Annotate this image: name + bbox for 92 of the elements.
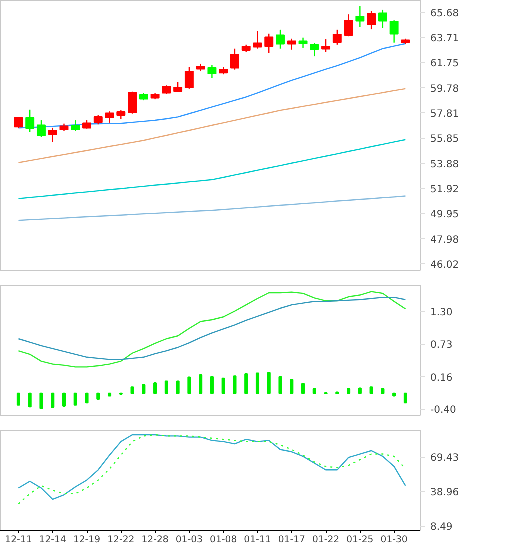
bar bbox=[222, 378, 226, 394]
y-tick-label: 55.85 bbox=[430, 134, 460, 146]
bar bbox=[312, 388, 316, 394]
candlestick bbox=[310, 42, 320, 58]
bar bbox=[108, 392, 112, 397]
candlestick bbox=[287, 38, 296, 50]
bar bbox=[256, 372, 260, 394]
candlestick bbox=[367, 10, 376, 30]
bar bbox=[290, 379, 294, 394]
y-tick-label: 65.68 bbox=[430, 8, 460, 20]
candlestick bbox=[253, 30, 262, 50]
candlestick bbox=[14, 116, 24, 129]
bar bbox=[96, 392, 100, 400]
x-tick-label: 01-03 bbox=[176, 534, 204, 546]
line-series bbox=[18, 296, 406, 360]
bar bbox=[267, 372, 271, 394]
y-tick-label: -0.40 bbox=[430, 405, 456, 416]
bar bbox=[199, 374, 203, 394]
x-tick-label: 12-14 bbox=[39, 534, 66, 546]
bar bbox=[16, 392, 20, 406]
line-series bbox=[18, 139, 406, 200]
y-tick-label: 49.95 bbox=[430, 210, 460, 221]
line-series bbox=[18, 291, 406, 368]
y-tick-label: 61.75 bbox=[430, 58, 460, 70]
x-tick-label: 01-30 bbox=[380, 534, 408, 546]
candlestick bbox=[184, 66, 194, 90]
candlestick bbox=[264, 33, 274, 54]
bar bbox=[40, 392, 44, 410]
x-tick-label: 12-22 bbox=[108, 534, 135, 546]
bar bbox=[301, 383, 306, 394]
y-tick-label: 46.02 bbox=[430, 260, 460, 271]
bar bbox=[381, 388, 385, 394]
candlestick bbox=[356, 6, 365, 28]
bar bbox=[142, 384, 146, 394]
bar bbox=[130, 386, 134, 394]
bar bbox=[210, 376, 214, 394]
x-tick-label: 01-25 bbox=[346, 534, 374, 546]
bar bbox=[51, 392, 55, 408]
candlestick bbox=[230, 48, 240, 70]
bar bbox=[347, 388, 351, 394]
candlestick bbox=[276, 29, 285, 50]
x-tick-label: 12-28 bbox=[142, 534, 169, 546]
x-tick-label: 01-22 bbox=[312, 534, 340, 546]
candlestick bbox=[298, 37, 308, 49]
x-tick-label: 01-08 bbox=[210, 534, 238, 546]
bar bbox=[404, 392, 408, 404]
candlestick bbox=[94, 114, 103, 126]
candlestick bbox=[105, 110, 114, 124]
candlestick bbox=[36, 120, 46, 138]
y-tick-label: 69.43 bbox=[430, 453, 460, 464]
bar bbox=[188, 376, 192, 394]
bar bbox=[74, 392, 78, 406]
y-tick-label: 0.73 bbox=[430, 340, 453, 352]
candlestick bbox=[26, 109, 35, 133]
x-tick-label: 12-11 bbox=[5, 534, 32, 546]
bar bbox=[278, 376, 282, 394]
bar bbox=[85, 392, 89, 404]
bar bbox=[233, 376, 237, 394]
x-tick-label: 12-19 bbox=[73, 534, 101, 546]
bar bbox=[392, 392, 396, 397]
y-tick-label: 57.81 bbox=[430, 108, 460, 120]
bar bbox=[358, 388, 362, 394]
y-tick-label: 8.49 bbox=[430, 522, 453, 534]
line-series bbox=[18, 88, 406, 164]
y-tick-label: 53.88 bbox=[430, 159, 460, 170]
y-tick-label: 47.98 bbox=[430, 234, 460, 246]
candlestick bbox=[390, 20, 399, 44]
y-tick-label: 38.96 bbox=[430, 488, 460, 499]
bar bbox=[154, 382, 158, 394]
candlestick bbox=[322, 38, 331, 53]
bar bbox=[28, 392, 32, 408]
candlestick bbox=[71, 120, 80, 132]
y-tick-label: 59.78 bbox=[430, 84, 460, 95]
x-tick-label: 01-17 bbox=[278, 534, 306, 546]
bar bbox=[370, 386, 374, 394]
bar bbox=[62, 392, 66, 408]
candlestick bbox=[48, 127, 58, 143]
y-tick-label: 1.30 bbox=[430, 307, 453, 318]
x-tick-label: 01-11 bbox=[244, 534, 272, 546]
candlestick bbox=[332, 29, 342, 46]
candlestick bbox=[378, 9, 388, 29]
y-tick-label: 63.71 bbox=[430, 33, 460, 44]
line-series bbox=[18, 196, 406, 222]
candlestick bbox=[128, 91, 138, 114]
candlestick bbox=[174, 82, 183, 94]
y-tick-label: 0.16 bbox=[430, 372, 453, 384]
bar bbox=[244, 373, 248, 394]
bar bbox=[164, 380, 168, 394]
candlestick bbox=[344, 14, 354, 38]
y-tick-label: 51.92 bbox=[430, 184, 460, 196]
bar bbox=[176, 380, 180, 394]
candlestick bbox=[208, 64, 217, 79]
